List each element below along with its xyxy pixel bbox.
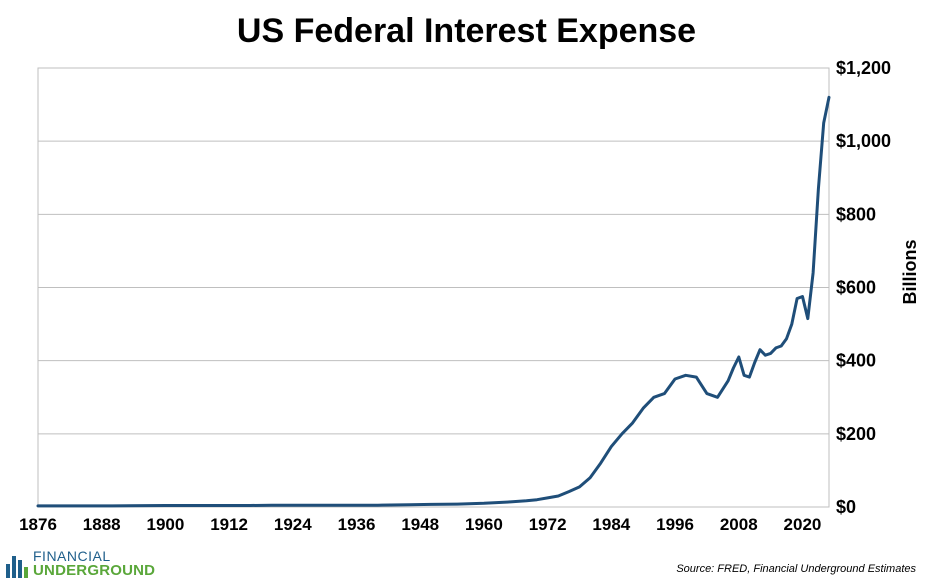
x-tick-label: 1960 — [465, 515, 503, 534]
x-tick-label: 1876 — [19, 515, 57, 534]
y-tick-label: $1,000 — [836, 131, 891, 151]
financial-underground-logo: FINANCIAL UNDERGROUND — [5, 548, 155, 580]
x-tick-label: 1948 — [401, 515, 439, 534]
x-tick-label: 1888 — [83, 515, 121, 534]
source-note: Source: FRED, Financial Underground Esti… — [676, 563, 916, 575]
x-tick-label: 1924 — [274, 515, 312, 534]
chart-title: US Federal Interest Expense — [236, 12, 697, 50]
x-axis: 1876 1888 1900 1912 1924 1936 1948 1960 1972 1984… — [19, 515, 821, 534]
y-axis: $0 $200 $400 $600 $800 $1,000 $1,200 — [836, 58, 891, 517]
series-line — [36, 95, 831, 508]
logo-text-top: FINANCIAL — [33, 548, 111, 564]
plot-frame — [37, 67, 830, 508]
y-tick-label: $1,200 — [836, 58, 891, 78]
x-tick-label: 1900 — [146, 515, 184, 534]
x-tick-label: 2008 — [720, 515, 758, 534]
y-axis-label: Billions — [900, 239, 920, 304]
x-tick-label: 2020 — [784, 515, 822, 534]
y-tick-label: $800 — [836, 204, 876, 224]
y-tick-label: $600 — [836, 278, 876, 298]
x-tick-label: 1912 — [210, 515, 248, 534]
logo-text-bottom: UNDERGROUND — [33, 562, 156, 579]
x-tick-label: 1936 — [338, 515, 376, 534]
logo-bars-icon — [6, 556, 28, 578]
y-tick-label: $400 — [836, 351, 876, 371]
y-tick-label: $200 — [836, 424, 876, 444]
x-tick-label: 1996 — [656, 515, 694, 534]
y-tick-label: $0 — [836, 497, 856, 517]
gridlines — [38, 67, 829, 508]
x-tick-label: 1984 — [592, 515, 630, 534]
x-tick-label: 1972 — [529, 515, 567, 534]
